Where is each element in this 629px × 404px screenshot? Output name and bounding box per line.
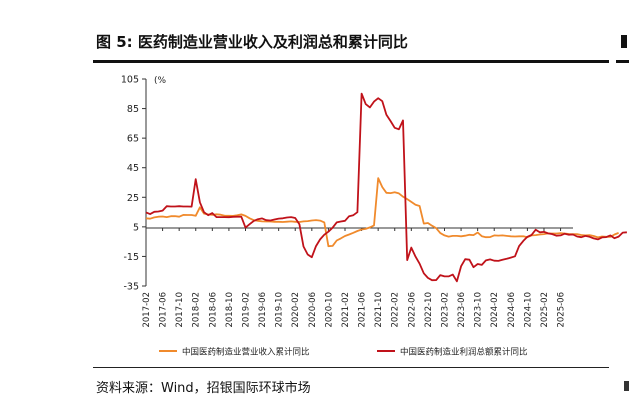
y-tick-label: 105 xyxy=(121,75,139,86)
y-tick-label: 5 xyxy=(133,222,139,233)
x-tick-label: 2024-06 xyxy=(507,292,517,328)
x-tick-label: 2023-10 xyxy=(474,292,484,328)
x-tick-label: 2020-06 xyxy=(308,292,318,328)
series-line-1 xyxy=(145,177,619,248)
title-rule xyxy=(93,60,609,63)
chart-series xyxy=(145,92,627,283)
x-tick-label: 2020-02 xyxy=(291,292,301,328)
y-tick-label: 85 xyxy=(127,104,139,115)
x-tick-label: 2018-02 xyxy=(192,292,202,328)
y-tick-label: 65 xyxy=(127,134,139,145)
series-line-2 xyxy=(145,92,627,283)
line-chart: -35 -15 5 25 45 65 85 105 (% 2017-02 2017-06 2017-1… xyxy=(121,75,627,358)
source-note: 资料来源：Wind，招银国际环球市场 xyxy=(96,381,311,396)
x-tick-label: 2021-10 xyxy=(374,292,384,328)
x-tick-label: 2023-06 xyxy=(457,292,467,328)
x-tick-label: 2023-02 xyxy=(440,292,450,328)
x-tick-label: 2024-02 xyxy=(490,292,500,328)
figure-header: 图 5: 医药制造业营业收入及利润总和累计同比 xyxy=(0,0,629,64)
x-tick-label: 2017-06 xyxy=(159,292,169,328)
y-tick-label: 45 xyxy=(127,163,139,174)
legend-label-2: 中国医药制造业利润总额累计同比 xyxy=(400,347,528,358)
figure-title: 图 5: 医药制造业营业收入及利润总和累计同比 xyxy=(96,33,408,51)
x-tick-label: 2019-02 xyxy=(241,292,251,328)
x-tick-label: 2019-10 xyxy=(275,292,285,328)
x-tick-label: 2017-02 xyxy=(142,292,152,328)
y-axis-unit-label: (% xyxy=(154,76,167,86)
x-tick-label: 2022-06 xyxy=(407,292,417,328)
x-tick-label: 2019-06 xyxy=(258,292,268,328)
adjacent-figure-rule xyxy=(616,60,629,63)
x-tick-label: 2025-06 xyxy=(557,292,567,328)
x-tick-label: 2017-10 xyxy=(175,292,185,328)
x-tick-label: 2018-06 xyxy=(208,292,218,328)
adjacent-figure-title-fragment xyxy=(621,35,627,48)
x-tick-label: 2025-02 xyxy=(540,292,550,328)
y-tick-label: 25 xyxy=(127,193,139,204)
x-tick-label: 2018-10 xyxy=(225,292,235,328)
y-tick-label: -15 xyxy=(123,252,139,263)
x-tick-label: 2022-02 xyxy=(391,292,401,328)
x-tick-label: 2024-10 xyxy=(523,292,533,328)
chart-axes: -35 -15 5 25 45 65 85 105 (% 2017-02 2017-06 2017-1… xyxy=(121,75,573,328)
x-tick-label: 2021-06 xyxy=(358,292,368,328)
x-tick-label: 2022-10 xyxy=(424,292,434,328)
x-tick-label: 2021-02 xyxy=(341,292,351,328)
legend-label-1: 中国医药制造业营业收入累计同比 xyxy=(182,347,310,358)
x-tick-label: 2020-10 xyxy=(324,292,334,328)
bottom-rule xyxy=(93,367,609,368)
adjacent-figure-source-fragment xyxy=(624,381,629,391)
y-tick-label: -35 xyxy=(123,282,139,293)
chart-legend: 中国医药制造业营业收入累计同比 中国医药制造业利润总额累计同比 xyxy=(159,347,528,358)
